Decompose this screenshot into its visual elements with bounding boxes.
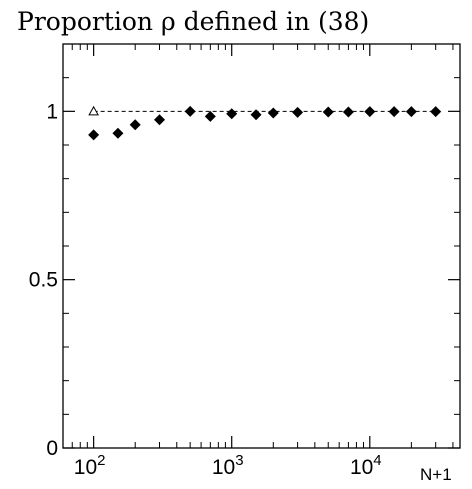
minor-ticks	[62, 44, 460, 448]
y-tick-label: 1	[46, 100, 58, 123]
x-axis-label: N+1	[420, 465, 452, 484]
data-point-diamond	[364, 106, 376, 118]
x-axis: 102 103 104	[74, 44, 382, 479]
data-points	[88, 105, 442, 141]
data-point-diamond	[430, 106, 442, 118]
x-tick-label: 102	[74, 452, 106, 479]
data-point-diamond	[88, 129, 100, 141]
data-point-diamond	[267, 107, 279, 119]
data-point-diamond	[184, 105, 196, 117]
data-point-diamond	[292, 106, 304, 118]
chart-title: Proportion ρ defined in (38)	[17, 7, 369, 36]
plot-border	[62, 43, 461, 449]
data-point-diamond	[204, 110, 216, 122]
x-tick-label: 104	[350, 452, 382, 479]
y-tick-label: 0	[46, 437, 58, 460]
data-point-diamond	[250, 109, 262, 121]
y-tick-label: 0.5	[29, 269, 58, 292]
plot-frame	[62, 43, 461, 449]
data-point-triangle	[88, 105, 99, 116]
data-point-diamond	[226, 108, 238, 120]
data-point-diamond	[405, 106, 417, 118]
data-point-diamond	[129, 119, 141, 131]
data-point-diamond	[342, 106, 354, 118]
data-point-diamond	[154, 114, 166, 126]
data-point-diamond	[388, 106, 400, 118]
data-point-diamond	[322, 106, 334, 118]
y-axis: 00.51	[29, 100, 460, 460]
x-tick-label: 103	[212, 452, 244, 479]
data-point-diamond	[112, 127, 124, 139]
